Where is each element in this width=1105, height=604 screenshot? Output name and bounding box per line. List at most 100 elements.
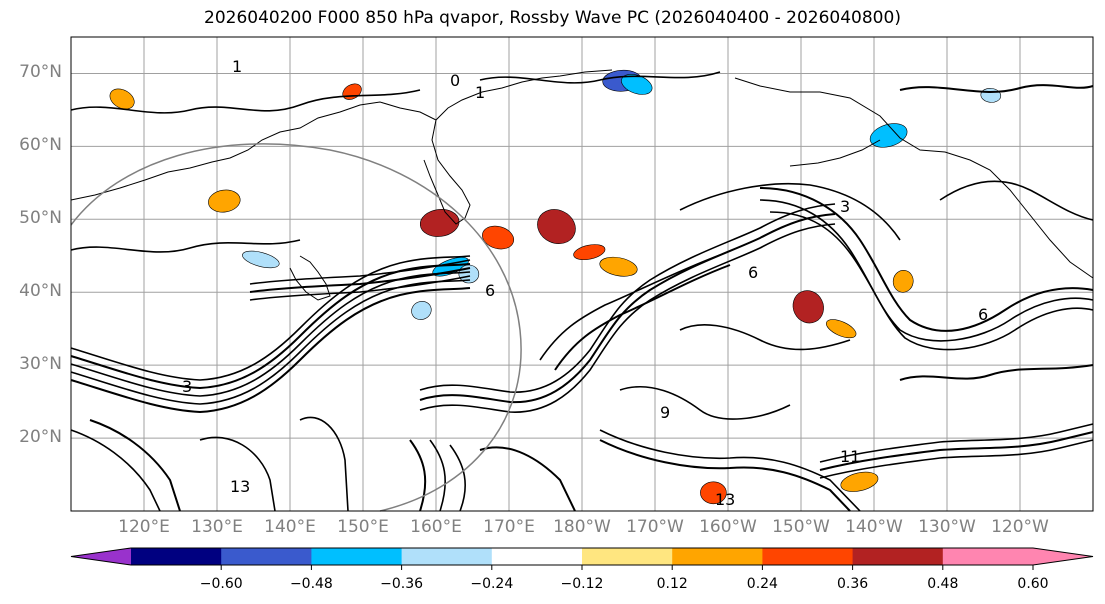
contour-line — [419, 213, 836, 404]
lon-tick-label: 160°W — [699, 517, 757, 537]
lat-tick-label: 40°N — [19, 281, 62, 302]
contour-line — [599, 439, 851, 512]
anomaly-blob — [869, 123, 908, 148]
contour-label: 6 — [485, 281, 495, 300]
lon-tick-label: 170°E — [483, 517, 535, 537]
contour-line — [819, 431, 1094, 471]
contour-line — [679, 324, 851, 351]
contour-line — [249, 267, 471, 293]
lat-tick-label: 20°N — [19, 427, 62, 448]
contour-line — [299, 416, 349, 512]
contour-line — [479, 71, 721, 84]
lon-tick-label: 140°E — [264, 517, 316, 537]
anomaly-blob — [840, 471, 879, 492]
colorbar-tick-label: 0.48 — [927, 576, 959, 592]
contour-line — [70, 239, 301, 253]
colorbar-bin — [582, 548, 673, 565]
japan-coastline — [289, 255, 331, 301]
contour-line — [819, 423, 1094, 463]
contour-label: 3 — [182, 377, 192, 396]
kamchatka-coastline — [423, 119, 471, 225]
contour-line — [70, 271, 471, 397]
contour-label: 1 — [232, 57, 242, 76]
contour-label: 9 — [660, 403, 670, 422]
anomaly-blob — [109, 88, 135, 110]
lon-tick-label: 120°W — [991, 517, 1049, 537]
anomaly-blob — [792, 290, 824, 324]
contour-label: 6 — [978, 305, 988, 324]
anomaly-blob — [242, 250, 280, 269]
colorbar-tick-label: 0.12 — [656, 576, 688, 592]
lon-tick-label: 150°W — [772, 517, 830, 537]
graticule — [71, 37, 1093, 511]
colorbar-bin — [131, 548, 222, 565]
contour-line — [70, 255, 471, 381]
contour-line — [759, 199, 1094, 342]
contour-line — [599, 429, 861, 512]
anomaly-blob — [482, 225, 515, 250]
contour-line — [89, 419, 181, 512]
lon-tick-label: 130°W — [918, 517, 976, 537]
colorbar-tick-label: −0.36 — [380, 576, 424, 592]
colorbar-tick-label: −0.12 — [560, 576, 604, 592]
contour-line — [70, 279, 471, 405]
anomaly-blob — [599, 256, 638, 277]
colorbar-tick-label: −0.48 — [289, 576, 333, 592]
contour-line — [449, 444, 466, 512]
contour-line — [70, 429, 161, 512]
contour-line — [409, 439, 427, 512]
contour-line — [249, 259, 471, 285]
contour-line — [554, 264, 731, 371]
contour-line — [70, 263, 471, 390]
contour-labels: 0 1 3 6 6 1 3 9 11 13 13 6 — [182, 57, 988, 509]
contour-line — [70, 287, 471, 414]
contour-line — [479, 446, 576, 512]
map-title: 2026040200 F000 850 hPa qvapor, Rossby W… — [204, 8, 901, 28]
colorbar-bin — [942, 548, 1034, 565]
contour-label: 0 — [450, 71, 460, 90]
contour-label: 6 — [748, 263, 758, 282]
colorbar-bin — [762, 548, 854, 565]
colorbar — [70, 547, 1094, 570]
contour-line — [679, 182, 901, 241]
colorbar-bin — [221, 548, 312, 565]
contour-line — [249, 275, 471, 301]
lon-tick-label: 180°W — [553, 517, 611, 537]
anomaly-blob — [537, 209, 576, 244]
lon-tick-label: 140°W — [845, 517, 903, 537]
colorbar-tick-label: −0.24 — [470, 576, 514, 592]
colorbar-bin — [491, 548, 583, 565]
great-circle-arc — [70, 143, 522, 512]
lon-tick-label: 160°E — [410, 517, 462, 537]
contour-line — [769, 211, 1094, 351]
contour-line — [539, 254, 721, 361]
contour-line — [429, 439, 446, 512]
anomaly-blob — [892, 270, 914, 293]
contour-line — [899, 364, 1094, 381]
anomaly-blob — [825, 319, 857, 339]
lon-tick-label: 150°E — [337, 517, 389, 537]
aleutian-arc — [789, 139, 881, 167]
contour-line — [619, 386, 791, 420]
asia-coastline — [70, 69, 613, 201]
contour-line — [759, 187, 1094, 332]
anomaly-blob — [411, 301, 432, 320]
contour-line — [899, 84, 1094, 93]
lat-tick-label: 50°N — [19, 208, 62, 229]
colorbar-bin — [401, 548, 493, 565]
lon-tick-label: 130°E — [191, 517, 243, 537]
colorbar-bin — [672, 548, 763, 565]
plot-border — [70, 36, 1094, 512]
contour-line — [419, 203, 836, 393]
colorbar-bin — [852, 548, 944, 565]
alaska-coastline — [734, 77, 1094, 279]
contour-line — [199, 436, 276, 512]
colorbar-tick-label: 0.36 — [837, 576, 869, 592]
colorbar-tick-label: 0.60 — [1017, 576, 1049, 592]
lon-tick-label: 120°E — [118, 517, 170, 537]
lat-tick-label: 30°N — [19, 354, 62, 375]
colorbar-tick-label: 0.24 — [746, 576, 778, 592]
colorbar-extend-high — [1033, 548, 1093, 565]
rossby-wave-contours — [70, 71, 1094, 512]
